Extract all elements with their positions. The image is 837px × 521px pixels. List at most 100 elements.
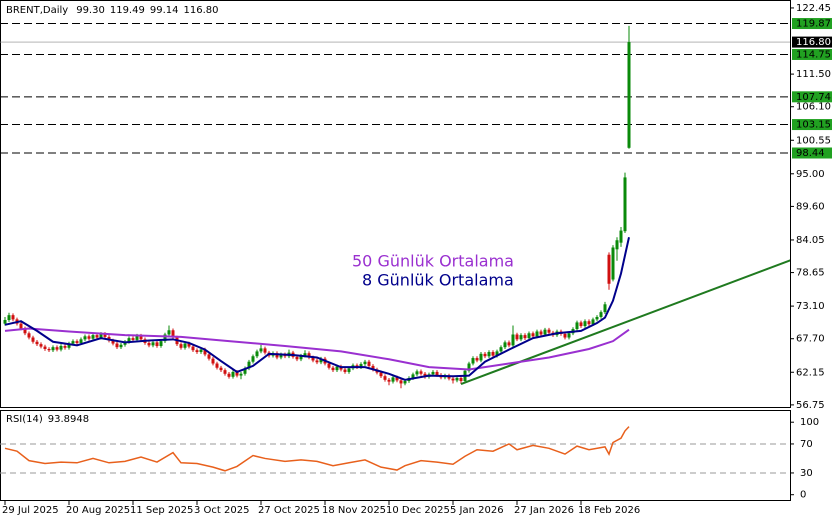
candle-body [171, 330, 175, 338]
x-tick-label: 27 Jan 2026 [514, 505, 574, 516]
candle-body [519, 335, 523, 340]
candle-body [211, 358, 215, 364]
candle-body [371, 365, 375, 370]
candle-body [495, 351, 499, 356]
level-tag [792, 91, 832, 103]
candle-body [543, 329, 547, 335]
candle-body [295, 356, 299, 360]
candle-body [615, 240, 619, 250]
candle-body [215, 363, 219, 368]
candle-body [3, 320, 7, 324]
candle-body [383, 376, 387, 380]
x-tick-label: 3 Oct 2025 [194, 505, 249, 516]
candle-body [447, 375, 451, 379]
candle-body [343, 369, 347, 372]
candle-body [19, 323, 23, 329]
candle-body [23, 328, 27, 334]
candle-body [151, 342, 155, 346]
y-tick-label: 62.15 [796, 367, 825, 378]
candle-body [455, 378, 459, 381]
candle-body [431, 371, 435, 375]
candle-body [479, 353, 483, 361]
candle-body [299, 355, 303, 360]
candle-body [359, 364, 363, 368]
candle-body [79, 339, 83, 343]
x-tick-label: 10 Dec 2025 [386, 505, 450, 516]
candle-body [279, 354, 283, 358]
candle-body [499, 347, 503, 352]
axes: 122.45 111.50 106.10 100.55 95.00 89.60 84.05 7… [2, 3, 832, 516]
moving-average [4, 327, 630, 371]
candle-body [515, 334, 519, 340]
candle-body [303, 353, 307, 356]
candle-body [255, 351, 259, 357]
candle-body [415, 371, 419, 375]
candle-body [167, 330, 171, 335]
candle-body [527, 333, 531, 339]
y-tick-label: 67.70 [796, 334, 825, 345]
candle-body [135, 335, 139, 340]
candle-body [411, 374, 415, 378]
candle-body [187, 343, 191, 347]
ohlc: 119.49 [110, 5, 145, 16]
candle-body [531, 333, 535, 337]
symbol: BRENT,Daily [6, 5, 68, 16]
ohlc: 99.30 [76, 5, 105, 16]
candle-body [623, 177, 627, 232]
candle-body [203, 349, 207, 355]
level-tag [792, 18, 832, 30]
candle-body [131, 338, 135, 340]
level-tag [792, 147, 832, 159]
moving-average [4, 237, 630, 381]
candle-body [183, 343, 187, 348]
candle-body [319, 358, 323, 363]
y-tick-label: 30 [800, 468, 813, 479]
candle-body [195, 350, 199, 353]
candle-body [563, 333, 567, 338]
candle-body [239, 373, 243, 376]
candle-body [331, 367, 335, 371]
level-tag [792, 119, 832, 131]
rsi-panel [0, 410, 791, 501]
candle-body [47, 349, 51, 351]
candle-body [111, 340, 115, 344]
level-label: 103.15 [796, 120, 831, 131]
candle-body [611, 247, 615, 280]
candle-body [503, 342, 507, 348]
x-tick-label: 29 Jul 2025 [2, 505, 59, 516]
candle-body [379, 372, 383, 377]
candle-body [347, 368, 351, 372]
candle-body [231, 371, 235, 377]
candle-body [103, 333, 107, 337]
candle-body [607, 254, 611, 284]
ma50-label: 50 Günlük Ortalama [352, 252, 514, 271]
candle-body [451, 378, 455, 381]
price-plot [0, 23, 790, 389]
x-tick-label: 5 Jan 2026 [450, 505, 504, 516]
rsi-title: RSI(14) 93.8948 [6, 414, 89, 425]
candle-body [59, 345, 63, 350]
candle-body [367, 361, 371, 366]
candle-body [603, 304, 607, 313]
candle-body [179, 344, 183, 348]
y-tick-label: 111.50 [796, 69, 831, 80]
candle-body [127, 338, 131, 342]
candle-body [87, 336, 91, 339]
candle-body [251, 356, 255, 362]
candle-body [51, 347, 55, 351]
candle-body [471, 358, 475, 364]
candle-body [307, 353, 311, 358]
level-label: 119.87 [796, 19, 831, 30]
y-tick-label: 100 [800, 417, 819, 428]
candle-body [95, 335, 99, 338]
candle-body [399, 380, 403, 384]
candle-body [599, 312, 603, 317]
candle-body [483, 353, 487, 357]
candle-body [263, 348, 267, 353]
rsi-plot [0, 426, 790, 474]
candle-body [583, 321, 587, 327]
candle-body [63, 345, 67, 348]
last-price-tag [792, 36, 832, 48]
candle-body [31, 337, 35, 342]
